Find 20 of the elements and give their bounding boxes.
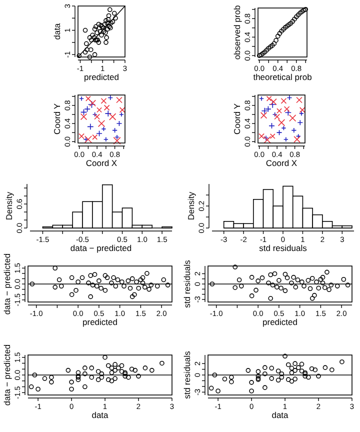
x-axis-title: predicted bbox=[84, 72, 120, 82]
y-axis-title: data − predicted bbox=[2, 253, 12, 315]
x-axis-title: predicted bbox=[82, 317, 118, 327]
y-axis-title: Density bbox=[186, 191, 196, 220]
y-axis-title: Coord Y bbox=[52, 103, 62, 135]
x-axis-title: std residuals bbox=[259, 243, 307, 253]
y-axis-title: std residuals bbox=[182, 351, 192, 399]
x-axis-title: data − predicted bbox=[70, 243, 132, 253]
x-axis-title: predicted bbox=[262, 317, 298, 327]
y-axis-title: Density bbox=[4, 191, 14, 220]
x-axis-title: data bbox=[272, 410, 289, 420]
y-axis-title: data bbox=[52, 22, 62, 40]
y-axis-title: observed prob bbox=[232, 5, 242, 60]
x-axis-title: data bbox=[92, 410, 109, 420]
y-axis-title: data − predicted bbox=[2, 344, 12, 406]
x-axis-title: theoretical prob bbox=[253, 72, 312, 82]
y-axis-title: std residuals bbox=[182, 260, 192, 308]
x-axis-title: Coord X bbox=[86, 158, 118, 168]
y-axis-title: Coord Y bbox=[232, 103, 242, 135]
x-axis-title: Coord X bbox=[266, 158, 298, 168]
